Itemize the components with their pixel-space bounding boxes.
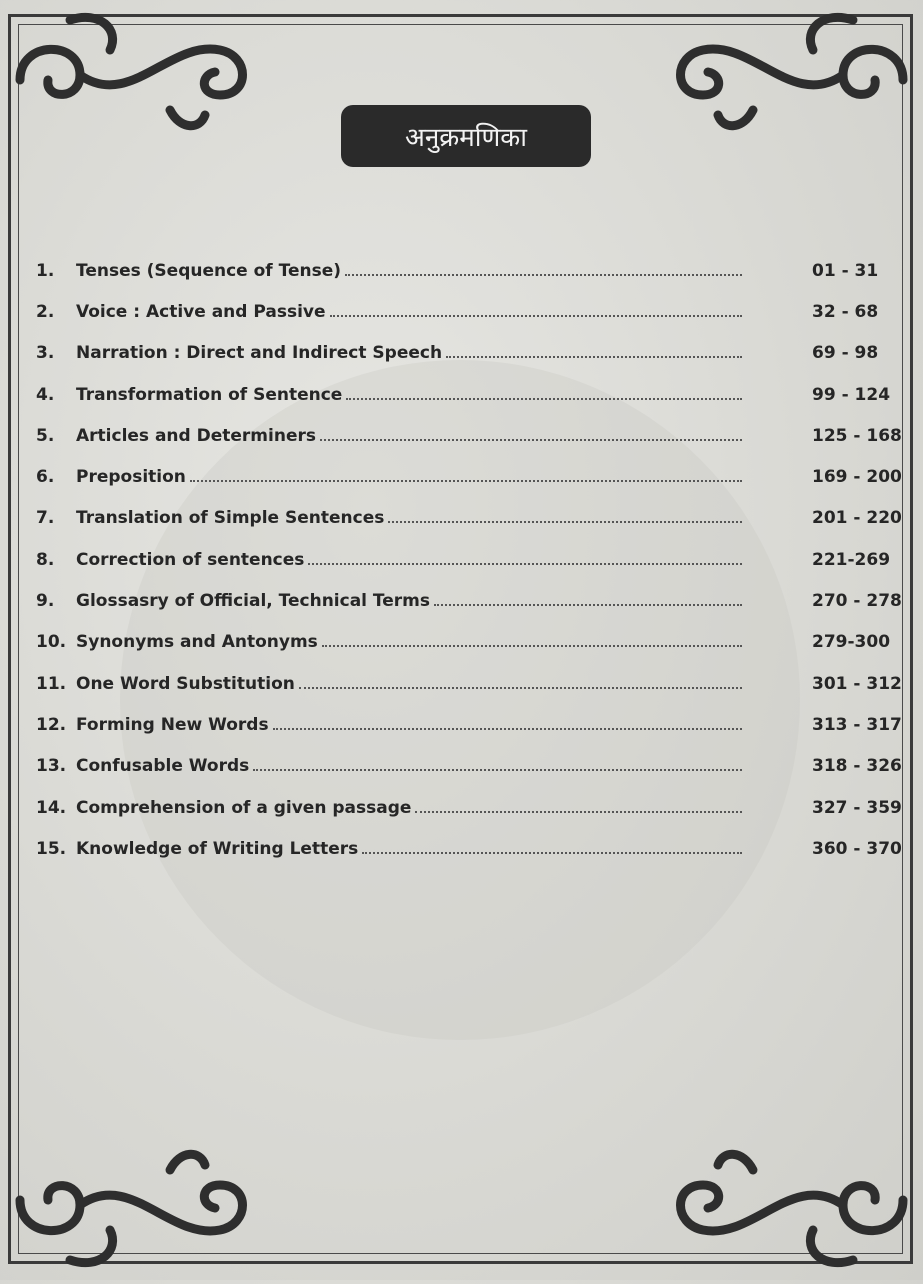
dot-leader [434, 604, 742, 607]
entry-title: Forming New Words [76, 714, 269, 735]
toc-entry: 1. Tenses (Sequence of Tense) 01 - 31 [36, 250, 896, 291]
page-title: अनुक्रमणिका [341, 105, 591, 167]
entry-pages: 313 - 317 [812, 714, 902, 735]
entry-number: 6. [36, 467, 55, 488]
entry-pages: 270 - 278 [812, 591, 902, 612]
toc-entry: 4. Transformation of Sentence 99 - 124 [36, 374, 896, 415]
page-border-inner [18, 24, 903, 1254]
entry-number: 1. [36, 260, 55, 281]
toc-entry: 8. Correction of sentences 221-269 [36, 539, 896, 580]
entry-pages: 221-269 [812, 549, 891, 570]
entry-number: 13. [36, 756, 67, 777]
entry-pages: 01 - 31 [812, 260, 879, 281]
page-border [8, 14, 913, 1264]
entry-title: Glossasry of Official, Technical Terms [76, 591, 431, 612]
entry-number: 12. [36, 714, 67, 735]
entry-pages: 360 - 370 [812, 838, 902, 859]
dot-leader [319, 438, 742, 441]
toc-entry: 14. Comprehension of a given passage 327 -… [36, 787, 902, 828]
entry-title: Articles and Determiners [76, 425, 316, 446]
entry-title: Preposition [76, 467, 186, 488]
entry-pages: 279-300 [812, 632, 891, 653]
entry-pages: 69 - 98 [812, 343, 879, 364]
entry-title: Confusable Words [76, 756, 250, 777]
dot-leader [362, 851, 742, 854]
entry-title: Transformation of Sentence [76, 384, 343, 405]
dot-leader [272, 727, 742, 730]
entry-number: 3. [36, 343, 55, 364]
entry-number: 4. [36, 384, 55, 405]
entry-number: 14. [36, 797, 67, 818]
dot-leader [346, 397, 742, 400]
entry-number: 7. [36, 508, 55, 529]
toc-entry: 3. Narration : Direct and Indirect Speech… [36, 333, 896, 374]
toc-entry: 7. Translation of Simple Sentences 201 - 2… [36, 498, 902, 539]
entry-pages: 201 - 220 [812, 508, 902, 529]
entry-pages: 32 - 68 [812, 301, 879, 322]
dot-leader [446, 356, 742, 359]
corner-ornament-top-right [663, 0, 923, 150]
toc-entry: 13. Confusable Words 318 - 326 [36, 746, 902, 787]
entry-number: 10. [36, 632, 67, 653]
entry-title: Narration : Direct and Indirect Speech [76, 343, 443, 364]
toc-entry: 2. Voice : Active and Passive 32 - 68 [36, 291, 896, 332]
toc-entry: 11. One Word Substitution 301 - 312 [36, 663, 902, 704]
entry-number: 5. [36, 425, 55, 446]
entry-number: 2. [36, 301, 55, 322]
entry-title: Knowledge of Writing Letters [76, 838, 359, 859]
entry-title: Voice : Active and Passive [76, 301, 326, 322]
corner-ornament-bottom-left [0, 1130, 260, 1280]
corner-ornament-bottom-right [663, 1130, 923, 1280]
toc-entry: 9. Glossasry of Official, Technical Terms… [36, 580, 902, 621]
entry-title: One Word Substitution [76, 673, 295, 694]
watermark [120, 360, 800, 1040]
entry-number: 11. [36, 673, 67, 694]
dot-leader [298, 686, 742, 689]
entry-number: 15. [36, 838, 67, 859]
entry-title: Tenses (Sequence of Tense) [76, 260, 342, 281]
corner-ornament-top-left [0, 0, 260, 150]
dot-leader [329, 314, 742, 317]
dot-leader [189, 480, 742, 483]
entry-pages: 125 - 168 [812, 425, 902, 446]
entry-title: Synonyms and Antonyms [76, 632, 318, 653]
entry-pages: 327 - 359 [812, 797, 902, 818]
dot-leader [308, 562, 742, 565]
toc-entry: 15. Knowledge of Writing Letters 360 - 370 [36, 828, 902, 869]
entry-number: 8. [36, 549, 55, 570]
toc-entry: 12. Forming New Words 313 - 317 [36, 704, 902, 745]
table-of-contents: 1. Tenses (Sequence of Tense) 01 - 31 2. Voi… [36, 250, 902, 869]
entry-title: Comprehension of a given passage [76, 797, 412, 818]
toc-entry: 10. Synonyms and Antonyms 279-300 [36, 622, 896, 663]
toc-entry: 6. Preposition 169 - 200 [36, 456, 902, 497]
dot-leader [321, 645, 742, 648]
entry-pages: 99 - 124 [812, 384, 891, 405]
entry-pages: 169 - 200 [812, 467, 902, 488]
dot-leader [253, 769, 742, 772]
dot-leader [415, 810, 742, 813]
entry-title: Translation of Simple Sentences [76, 508, 385, 529]
toc-entry: 5. Articles and Determiners 125 - 168 [36, 415, 902, 456]
entry-title: Correction of sentences [76, 549, 305, 570]
entry-number: 9. [36, 591, 55, 612]
dot-leader [345, 273, 742, 276]
dot-leader [388, 521, 742, 524]
entry-pages: 301 - 312 [812, 673, 902, 694]
entry-pages: 318 - 326 [812, 756, 902, 777]
